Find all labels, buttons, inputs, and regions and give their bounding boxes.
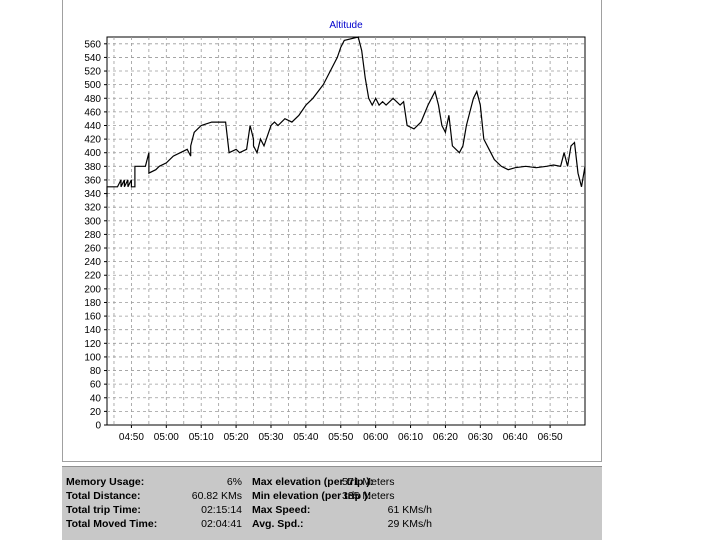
chart-title: Altitude bbox=[329, 20, 363, 31]
y-tick-label: 120 bbox=[84, 339, 101, 350]
y-tick-label: 20 bbox=[90, 407, 102, 418]
x-tick-label: 06:40 bbox=[503, 432, 528, 443]
y-tick-label: 480 bbox=[84, 94, 101, 105]
y-tick-label: 300 bbox=[84, 216, 101, 227]
memory-usage-value: 6% bbox=[226, 476, 242, 488]
min-elevation-label: Min elevation (per trip ): bbox=[252, 490, 372, 502]
total-moved-time-label: Total Moved Time: bbox=[66, 518, 158, 530]
y-tick-label: 260 bbox=[84, 244, 101, 255]
min-elevation-value: 335 Meters bbox=[342, 490, 395, 502]
total-distance-value: 60.82 KMs bbox=[191, 490, 242, 502]
max-elevation-label: Max elevation (per trip ): bbox=[252, 476, 374, 488]
y-tick-label: 440 bbox=[84, 121, 101, 132]
y-tick-label: 0 bbox=[95, 421, 101, 432]
y-tick-label: 80 bbox=[90, 366, 102, 377]
x-tick-label: 05:10 bbox=[189, 432, 214, 443]
x-tick-label: 05:20 bbox=[224, 432, 249, 443]
x-tick-label: 06:20 bbox=[433, 432, 458, 443]
y-tick-label: 460 bbox=[84, 107, 101, 118]
y-tick-label: 500 bbox=[84, 80, 101, 91]
y-tick-label: 240 bbox=[84, 257, 101, 268]
max-elevation-value: 571 Meters bbox=[342, 476, 395, 488]
y-tick-label: 400 bbox=[84, 148, 101, 159]
y-tick-label: 40 bbox=[90, 393, 102, 404]
y-tick-label: 180 bbox=[84, 298, 101, 309]
y-tick-label: 200 bbox=[84, 284, 101, 295]
y-tick-label: 420 bbox=[84, 135, 101, 146]
x-tick-label: 04:50 bbox=[119, 432, 144, 443]
x-tick-label: 05:30 bbox=[258, 432, 283, 443]
x-tick-label: 06:10 bbox=[398, 432, 423, 443]
y-tick-label: 540 bbox=[84, 53, 101, 64]
max-speed-value: 61 KMs/h bbox=[387, 504, 432, 516]
max-speed-label: Max Speed: bbox=[252, 504, 311, 516]
plot-area bbox=[106, 36, 586, 426]
total-distance-label: Total Distance: bbox=[66, 490, 141, 502]
total-trip-time-label: Total trip Time: bbox=[66, 504, 141, 516]
y-tick-label: 60 bbox=[90, 380, 102, 391]
total-moved-time-value: 02:04:41 bbox=[201, 518, 242, 530]
chart-panel: Altitude 0 20 40 60 80 100 120 140 160 180 200 220 24… bbox=[62, 0, 602, 462]
y-tick-label: 380 bbox=[84, 162, 101, 173]
x-tick-label: 05:50 bbox=[328, 432, 353, 443]
memory-usage-label: Memory Usage: bbox=[66, 476, 145, 488]
y-tick-label: 280 bbox=[84, 230, 101, 241]
y-tick-label: 160 bbox=[84, 312, 101, 323]
altitude-chart: Altitude 0 20 40 60 80 100 120 140 160 180 200 220 24… bbox=[84, 20, 586, 443]
x-tick-label: 05:40 bbox=[293, 432, 318, 443]
y-tick-label: 340 bbox=[84, 189, 101, 200]
avg-speed-label: Avg. Spd.: bbox=[252, 518, 304, 530]
y-tick-label: 140 bbox=[84, 325, 101, 336]
y-tick-label: 360 bbox=[84, 175, 101, 186]
y-tick-label: 520 bbox=[84, 67, 101, 78]
x-tick-label: 06:30 bbox=[468, 432, 493, 443]
avg-speed-value: 29 KMs/h bbox=[387, 518, 432, 530]
total-trip-time-value: 02:15:14 bbox=[201, 504, 242, 516]
x-tick-label: 05:00 bbox=[154, 432, 179, 443]
altitude-series-line bbox=[106, 36, 586, 197]
x-tick-label: 06:50 bbox=[538, 432, 563, 443]
y-tick-label: 320 bbox=[84, 203, 101, 214]
trip-stats-panel: Memory Usage: 6% Max elevation (per trip… bbox=[62, 466, 602, 540]
y-tick-label: 560 bbox=[84, 39, 101, 50]
y-tick-label: 100 bbox=[84, 352, 101, 363]
x-tick-label: 06:00 bbox=[363, 432, 388, 443]
y-tick-label: 220 bbox=[84, 271, 101, 282]
